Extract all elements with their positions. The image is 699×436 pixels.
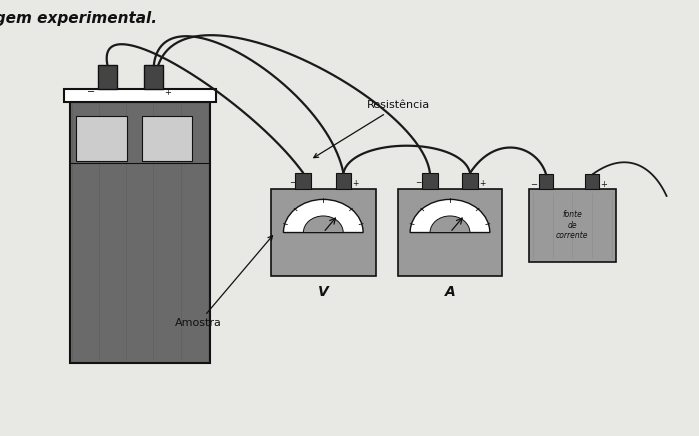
Text: V: V: [318, 285, 329, 299]
Bar: [141, 116, 192, 161]
Bar: [98, 65, 117, 89]
Text: +: +: [164, 88, 171, 97]
Bar: [336, 173, 352, 189]
Text: +: +: [600, 180, 607, 189]
Wedge shape: [410, 199, 490, 232]
Text: −: −: [531, 180, 538, 189]
Bar: [296, 173, 311, 189]
Bar: [539, 174, 553, 189]
Bar: [144, 65, 164, 89]
Bar: [64, 89, 216, 102]
Bar: [586, 174, 600, 189]
Wedge shape: [284, 199, 363, 232]
Text: fonte
de
corrente: fonte de corrente: [556, 210, 589, 240]
Text: −: −: [87, 87, 95, 97]
Bar: [462, 173, 478, 189]
Bar: [422, 173, 438, 189]
Text: A: A: [445, 285, 455, 299]
Wedge shape: [430, 216, 470, 232]
Bar: [271, 189, 376, 276]
Bar: [398, 189, 503, 276]
Text: +: +: [479, 179, 486, 187]
Bar: [76, 116, 127, 161]
Wedge shape: [303, 216, 343, 232]
Text: +: +: [352, 179, 359, 187]
Text: −: −: [289, 179, 295, 187]
Text: −: −: [415, 179, 421, 187]
Text: Amostra: Amostra: [175, 236, 273, 328]
Text: montagem experimental.: montagem experimental.: [0, 10, 157, 26]
Text: Resistência: Resistência: [314, 100, 430, 158]
Bar: [70, 102, 210, 363]
Bar: [528, 189, 616, 262]
